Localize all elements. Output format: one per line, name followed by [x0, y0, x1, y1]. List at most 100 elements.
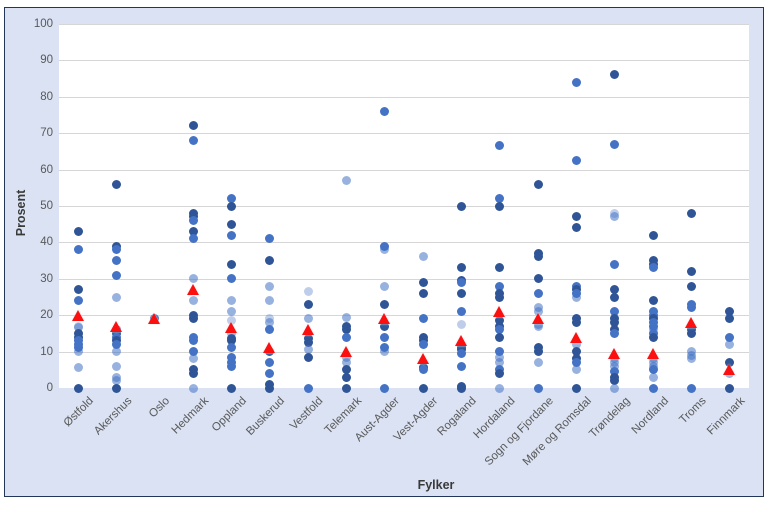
data-point [112, 339, 121, 349]
mean-triangle-marker [685, 316, 697, 328]
y-axis-title: Prosent [14, 189, 28, 237]
data-point [533, 252, 543, 262]
data-point [648, 230, 658, 240]
data-point [495, 325, 505, 335]
x-tick-label: Hedmark [169, 395, 211, 437]
mean-triangle-marker [186, 284, 199, 296]
data-point [648, 383, 658, 393]
data-point [303, 352, 313, 362]
gridline [59, 351, 749, 353]
y-tick-label: 10 [40, 345, 53, 358]
data-point [418, 365, 428, 375]
data-point [495, 263, 505, 273]
data-point [725, 358, 735, 368]
mean-triangle-marker [71, 309, 84, 321]
data-point [265, 383, 275, 393]
data-point [303, 383, 313, 393]
data-point [648, 372, 658, 382]
y-tick-label: 20 [40, 309, 53, 322]
data-point [303, 345, 313, 355]
data-point [112, 179, 121, 189]
data-point [418, 277, 428, 287]
data-point [610, 383, 620, 393]
data-point [572, 212, 581, 222]
data-point [572, 317, 581, 327]
mean-triangle-marker [723, 364, 736, 376]
data-point [610, 139, 620, 149]
x-tick-label: Akershus [91, 395, 134, 438]
data-point [610, 292, 620, 302]
data-point [188, 216, 198, 226]
data-point [495, 194, 505, 204]
data-point [610, 212, 620, 222]
gridline [59, 206, 749, 207]
data-point [533, 321, 543, 331]
mean-triangle-marker [378, 313, 391, 325]
data-point [457, 307, 466, 317]
x-tick-label: Nordland [629, 395, 671, 437]
data-point [418, 314, 428, 324]
data-point [380, 281, 390, 291]
data-point [495, 358, 505, 368]
data-point [457, 263, 466, 273]
x-tick-label: Trøndelag [587, 395, 633, 441]
data-point [533, 274, 543, 284]
data-point [495, 316, 505, 326]
data-point [188, 274, 198, 284]
data-point [112, 383, 121, 393]
data-point [572, 365, 581, 375]
data-point [265, 368, 275, 378]
data-point [188, 347, 198, 357]
data-point [572, 156, 581, 165]
x-tick-label: Østfold [61, 395, 96, 430]
data-point [112, 292, 121, 302]
data-point [495, 332, 505, 342]
y-tick-label: 40 [40, 236, 53, 249]
data-point [380, 299, 390, 309]
data-point [342, 332, 351, 342]
data-point [188, 314, 198, 324]
gridline [59, 60, 749, 62]
data-point [610, 376, 620, 386]
data-point [342, 176, 351, 186]
data-point [572, 292, 581, 302]
data-point [73, 285, 83, 295]
y-tick-label: 80 [40, 90, 53, 103]
data-point [227, 316, 236, 326]
data-point [342, 365, 351, 375]
data-point [687, 208, 696, 218]
data-point [610, 317, 620, 327]
data-point [380, 321, 390, 331]
data-point [380, 106, 390, 116]
data-point [227, 296, 236, 306]
data-point [725, 383, 735, 393]
mean-triangle-marker [493, 306, 506, 318]
plot-area [59, 24, 749, 388]
data-point [227, 336, 236, 346]
data-point [227, 219, 236, 229]
data-point [610, 328, 620, 338]
data-point [227, 194, 236, 204]
data-point [495, 383, 505, 393]
data-point [725, 307, 735, 317]
x-tick-label: Oslo [147, 395, 173, 421]
data-point [610, 361, 620, 371]
data-point [73, 363, 83, 373]
data-point [572, 383, 581, 393]
data-point [418, 252, 428, 262]
data-point [112, 347, 121, 357]
data-point [342, 372, 351, 382]
data-point [380, 332, 390, 342]
data-point [265, 358, 275, 368]
data-point [112, 270, 121, 280]
data-point [227, 230, 236, 240]
data-point [572, 223, 581, 233]
y-tick-label: 50 [40, 200, 53, 212]
mean-triangle-marker [608, 347, 621, 359]
y-tick-label: 0 [46, 382, 53, 394]
data-point [73, 245, 83, 255]
chart-background: 0 10 20 30 40 50 60 70 80 90 100 Østfold Akershus Os… [4, 7, 764, 497]
data-point [342, 383, 351, 393]
mean-triangle-marker [340, 346, 352, 358]
